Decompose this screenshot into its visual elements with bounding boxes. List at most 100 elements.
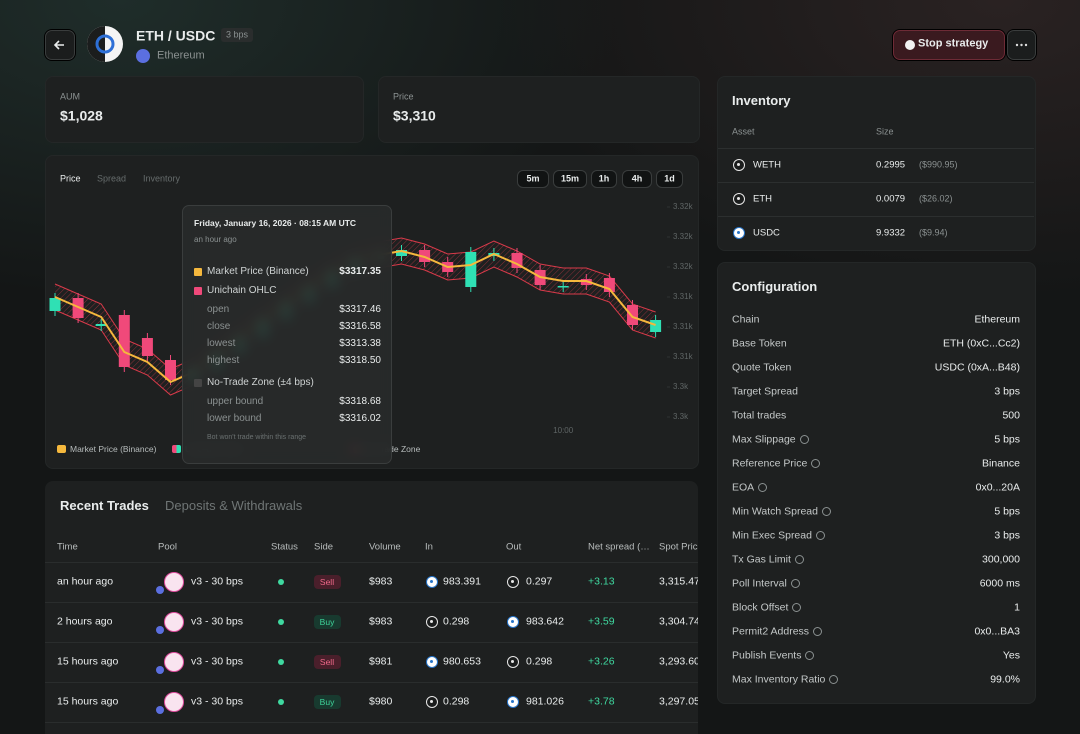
price-card (378, 76, 700, 143)
inventory-card (717, 76, 1036, 251)
tooltip-label: No-Trade Zone (±4 bps) (207, 377, 314, 388)
column-header: In (425, 541, 433, 553)
trade-out: 0.297 (526, 575, 553, 588)
timeframe-button[interactable] (591, 170, 617, 188)
config-label: Poll Interval (732, 577, 787, 590)
legend-swatch (172, 445, 181, 453)
asset-icon (733, 193, 745, 205)
back-icon (53, 40, 64, 50)
status-dot (278, 699, 284, 705)
in-coin (426, 696, 438, 708)
config-value: 1 (1014, 601, 1020, 614)
out-coin (507, 576, 519, 588)
row-divider (718, 216, 1034, 217)
side-pill (314, 695, 341, 709)
config-label: Permit2 Address (732, 625, 810, 638)
timeframe-label: 15m (560, 173, 580, 184)
x-tick-label: 10:00 (553, 426, 574, 435)
asset-icon (733, 227, 745, 239)
pool-name: v3 - 30 bps (191, 655, 243, 668)
tooltip-date: Friday, January 16, 2026 · 08:15 AM UTC (194, 217, 357, 228)
back-button[interactable] (45, 30, 75, 60)
timeframe-button[interactable] (622, 170, 652, 188)
pair-logo (87, 26, 123, 62)
trade-side: Buy (319, 616, 335, 627)
info-icon (790, 579, 800, 588)
tooltip-value: $3313.38 (339, 338, 381, 349)
tooltip-value: $3317.35 (339, 266, 381, 277)
out-coin (507, 696, 519, 708)
trade-in: 0.298 (443, 615, 470, 628)
tooltip-value: $3316.58 (339, 321, 381, 332)
tooltip-swatch (194, 379, 202, 387)
tooltip-swatch (194, 268, 202, 276)
stop-strategy-button[interactable] (893, 30, 1005, 60)
candle-body (396, 250, 407, 256)
trade-volume: $981 (369, 655, 393, 668)
row-divider (718, 148, 1034, 149)
chart-tab: Inventory (143, 173, 181, 184)
tooltip-field: open (207, 304, 230, 315)
more-button[interactable] (1007, 30, 1036, 60)
fee-badge-text: 3 bps (225, 29, 249, 40)
coin-inner (430, 700, 433, 703)
fee-badge (221, 28, 253, 42)
column-header: Size (876, 126, 894, 137)
config-value: 500 (1002, 409, 1020, 422)
info-icon (792, 603, 802, 612)
tooltip-swatch (194, 287, 202, 295)
trade-in: 980.653 (443, 655, 481, 668)
inventory-title: Inventory (732, 93, 791, 109)
stat-value: $3,310 (393, 107, 436, 124)
row-divider (45, 722, 698, 723)
trade-side: Sell (319, 576, 335, 587)
in-coin (426, 616, 438, 628)
tooltip-field: lower bound (207, 413, 262, 424)
timeframe-label: 1d (664, 173, 675, 184)
net-spread: +3.59 (588, 615, 615, 628)
net-spread: +3.78 (588, 695, 615, 708)
asset-usd: ($26.02) (919, 193, 953, 204)
trades-tab: Recent Trades (60, 498, 149, 514)
configuration-card (717, 262, 1036, 704)
config-label: Chain (732, 313, 760, 326)
info-icon (821, 507, 831, 516)
side-pill (314, 655, 341, 669)
pool-name: v3 - 30 bps (191, 695, 243, 708)
row-divider (45, 682, 698, 683)
timeframe-button[interactable] (553, 170, 587, 188)
info-icon (758, 483, 768, 492)
coin-inner (737, 163, 740, 166)
timeframe-button[interactable] (656, 170, 683, 188)
out-coin (507, 616, 519, 628)
y-tick-label: 3.31k (673, 292, 694, 301)
chart-tab: Price (60, 173, 81, 184)
trade-time: 15 hours ago (57, 695, 119, 708)
trade-out: 0.298 (526, 655, 553, 668)
config-value: 99.0% (990, 673, 1020, 686)
stop-icon (905, 40, 915, 50)
aum-card (45, 76, 364, 143)
config-value: 3 bps (994, 529, 1020, 542)
y-tick-label: 3.31k (673, 352, 694, 361)
coin-inner (430, 660, 433, 663)
asset-name: WETH (753, 159, 781, 171)
config-value: USDC (0xA...B48) (934, 361, 1020, 374)
coin-inner (511, 580, 514, 583)
row-divider (45, 642, 698, 643)
y-tick-label: 3.32k (673, 262, 694, 271)
tooltip-field: close (207, 321, 231, 332)
config-value: 0x0...BA3 (974, 625, 1020, 638)
asset-size: 9.9332 (876, 227, 906, 239)
trade-time: 2 hours ago (57, 615, 113, 628)
y-tick-label: 3.32k (673, 232, 694, 241)
column-header: Time (57, 541, 78, 553)
coin-inner (430, 620, 433, 623)
chain-badge (156, 706, 164, 714)
pool-name: v3 - 30 bps (191, 575, 243, 588)
timeframe-button[interactable] (517, 170, 549, 188)
stop-strategy-label: Stop strategy (918, 37, 989, 50)
trade-out: 981.026 (526, 695, 564, 708)
trade-volume: $983 (369, 615, 393, 628)
asset-usd: ($9.94) (919, 227, 948, 238)
